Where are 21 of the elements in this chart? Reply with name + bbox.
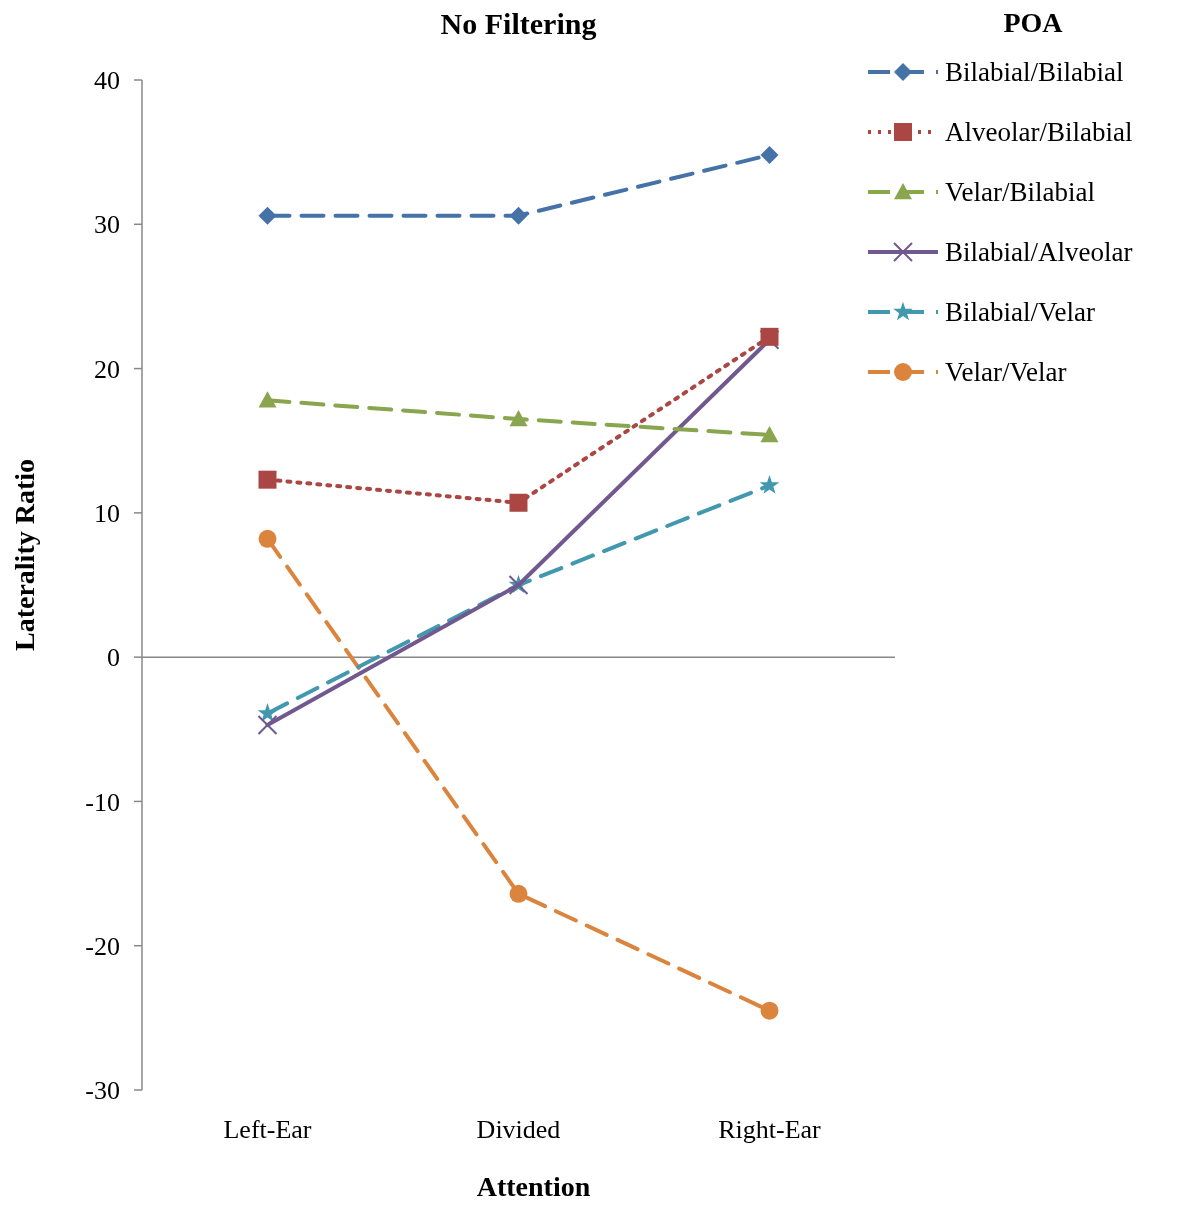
chart-title: No Filtering <box>440 7 597 40</box>
x-tick-label: Right-Ear <box>718 1115 822 1144</box>
legend-label: Bilabial/Velar <box>945 297 1095 328</box>
y-tick-label: 20 <box>94 354 120 384</box>
y-tick-label: -10 <box>85 787 120 817</box>
x-axis-title: Attention <box>476 1171 591 1202</box>
y-axis-title: Laterality Ratio <box>9 458 40 652</box>
y-tick-label: 30 <box>94 210 120 240</box>
y-tick-label: 10 <box>94 498 120 528</box>
legend-label: Velar/Velar <box>945 357 1067 388</box>
y-tick-label: 0 <box>107 643 120 673</box>
y-tick-label: -30 <box>85 1076 120 1106</box>
legend-label: Bilabial/Bilabial <box>945 57 1124 88</box>
legend-label: Velar/Bilabial <box>945 177 1095 208</box>
legend-label: Alveolar/Bilabial <box>945 117 1133 148</box>
legend-label: Bilabial/Alveolar <box>945 237 1133 268</box>
x-tick-label: Left-Ear <box>223 1115 312 1144</box>
y-tick-label: 40 <box>94 66 120 96</box>
legend-title: POA <box>1003 7 1064 38</box>
y-tick-label: -20 <box>85 931 120 961</box>
x-tick-label: Divided <box>476 1115 561 1144</box>
